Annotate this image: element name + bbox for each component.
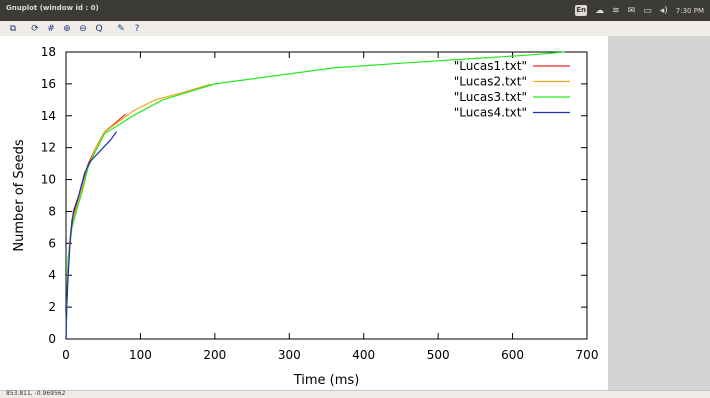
plot-canvas[interactable]: 0 100 200 300 400 500 600 700 0 2 4 6 8 10 12 14 16 18 "L… [0, 36, 608, 390]
wifi-icon[interactable]: ≋ [612, 5, 620, 16]
y-tick-label-8: 16 [41, 77, 56, 91]
y-tick-label-4: 8 [48, 204, 56, 218]
plot-border [65, 51, 588, 340]
legend-label-1: "Lucas1.txt" [454, 59, 527, 73]
y-axis-label: Number of Seeds [12, 139, 27, 252]
y-tick-label-2: 4 [48, 268, 56, 282]
x-tick-label-2: 200 [203, 348, 226, 362]
clock[interactable]: 7:30 PM [675, 6, 704, 15]
copy-clipboard-button[interactable]: ⧉ [9, 23, 17, 34]
legend-label-4: "Lucas4.txt" [454, 106, 527, 120]
y-tick-label-1: 2 [48, 300, 56, 314]
y-tick-label-3: 6 [48, 236, 56, 250]
y-tick-label-9: 18 [41, 45, 56, 59]
x-tick-label-6: 600 [501, 348, 524, 362]
help-button[interactable]: ? [134, 23, 140, 34]
x-axis-label: Time (ms) [293, 373, 360, 388]
top-panel: Gnuplot (window id : 0) En ☁ ≋ ✉ ▭ ◂) 7:… [0, 0, 710, 21]
series-line-2 [65, 83, 212, 340]
zoom-out-button[interactable]: ⊖ [79, 23, 87, 34]
x-tick-label-1: 100 [129, 348, 152, 362]
y-tick-label-7: 14 [41, 109, 56, 123]
gnuplot-toolbar: ⧉ ⟳ # ⊕ ⊖ Q ✎ ? [0, 21, 710, 36]
keyboard-layout-indicator[interactable]: En [575, 5, 588, 16]
settings-button[interactable]: ✎ [117, 23, 125, 34]
zoom-in-button[interactable]: ⊕ [63, 23, 71, 34]
chart: 0 100 200 300 400 500 600 700 0 2 4 6 8 10 12 14 16 18 "L… [12, 45, 599, 388]
cloud-icon[interactable]: ☁ [595, 5, 605, 16]
grid-button[interactable]: # [47, 23, 55, 34]
legend-label-2: "Lucas2.txt" [454, 75, 527, 89]
x-tick-label-4: 400 [352, 348, 375, 362]
y-tick-label-0: 0 [48, 332, 56, 346]
y-tick-label-6: 12 [41, 141, 56, 155]
zoom-reset-button[interactable]: Q [95, 23, 103, 34]
system-tray: En ☁ ≋ ✉ ▭ ◂) 7:30 PM [575, 3, 704, 18]
x-tick-label-0: 0 [62, 348, 70, 362]
status-bar: 853.811, -0.969562 [0, 390, 710, 398]
battery-icon[interactable]: ▭ [643, 5, 652, 16]
ticks: 0 100 200 300 400 500 600 700 0 2 4 6 8 10 12 14 16 18 [41, 45, 599, 362]
volume-icon[interactable]: ◂) [659, 5, 668, 16]
window-background [608, 36, 710, 390]
y-tick-label-5: 10 [41, 173, 56, 187]
x-tick-label-3: 300 [278, 348, 301, 362]
cursor-coordinates: 853.811, -0.969562 [6, 390, 66, 397]
mail-icon[interactable]: ✉ [627, 5, 636, 16]
x-tick-label-5: 500 [427, 348, 450, 362]
series-lines [65, 51, 565, 340]
axes [65, 51, 588, 340]
legend-label-3: "Lucas3.txt" [454, 90, 527, 104]
replot-button[interactable]: ⟳ [31, 23, 39, 34]
legend: "Lucas1.txt" "Lucas2.txt""Lucas3.txt" "Luc… [454, 59, 570, 120]
series-line-4 [65, 131, 118, 340]
window-title: Gnuplot (window id : 0) [6, 4, 99, 12]
x-tick-label-7: 700 [576, 348, 599, 362]
